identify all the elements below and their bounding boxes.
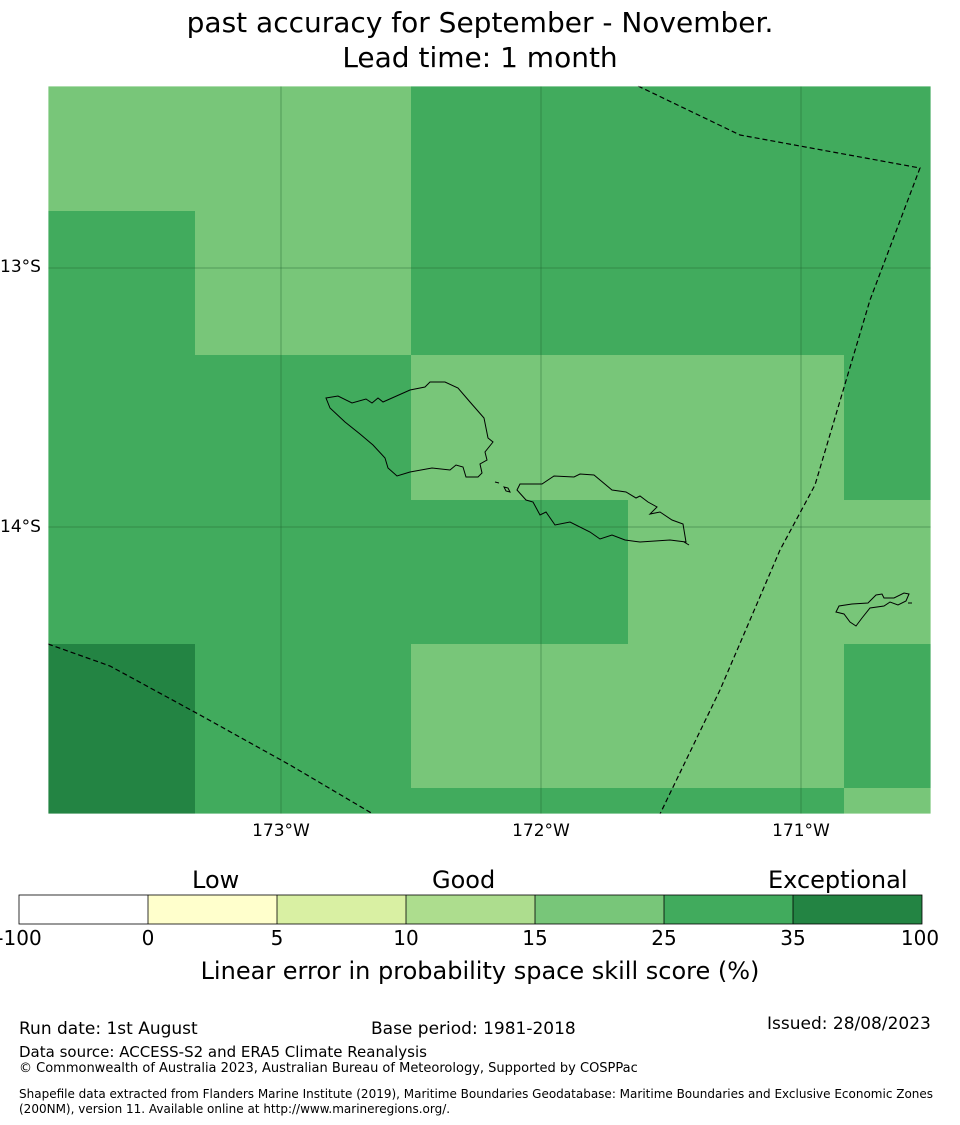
map-cell [48,644,195,814]
map-cell [844,788,931,814]
map-cell [411,355,844,500]
colorbar-segment [793,895,922,924]
map-cell [844,355,931,500]
issued-date: Issued: 28/08/2023 [767,1014,931,1034]
colorbar-segment [277,895,406,924]
run-date: Run date: 1st August [19,1019,198,1039]
upolu-island [516,473,687,543]
manono-island [503,486,511,493]
colorbar-tick: 100 [900,926,940,950]
base-period: Base period: 1981-2018 [371,1019,576,1039]
shapefile-credit-line2: (200NM), version 11. Available online at… [19,1102,451,1116]
map-title: past accuracy for September - November. [186,6,774,39]
map-cell [195,355,411,644]
colorbar-segment [19,895,148,924]
map-cell [628,500,931,644]
tutuila-island [835,592,910,627]
shapefile-credit-line1: Shapefile data extracted from Flanders M… [19,1087,934,1101]
data-source: Data source: ACCESS-S2 and ERA5 Climate … [19,1043,427,1061]
savaii-island [325,381,494,478]
map-cell [195,211,411,355]
map-cell [48,86,411,211]
apolima-island [494,481,500,484]
colorbar-category-low: Low [192,866,240,894]
lon-label: 171°W [772,821,830,841]
colorbar-tick: 10 [393,926,419,950]
copyright: © Commonwealth of Australia 2023, Austra… [19,1061,638,1076]
map-cell [844,644,931,788]
map-cell [411,644,844,788]
map-frame [47,85,932,815]
eez-boundary [47,85,921,815]
lat-label: 13°S [0,257,41,277]
colorbar-tick: 25 [651,926,677,950]
lat-label: 14°S [0,517,41,537]
map-cell [411,788,844,814]
colorbar-segment [535,895,664,924]
colorbar-tick: 0 [141,926,155,950]
map-cell [411,86,931,355]
colorbar-label: Linear error in probability space skill … [200,957,760,985]
colorbar-segment [664,895,793,924]
colorbar-segment [148,895,277,924]
colorbar-tick: 15 [522,926,548,950]
colorbar-segment [406,895,535,924]
upolu-east-islet [683,541,690,546]
colorbar-tick: 35 [780,926,806,950]
colorbar [18,894,923,925]
coastline [325,381,912,627]
colorbar-category-good: Good [432,866,496,894]
lon-label: 173°W [252,821,310,841]
lon-label: 172°W [512,821,570,841]
map-subtitle: Lead time: 1 month [342,41,618,74]
colorbar-category-exceptional: Exceptional [768,866,908,894]
map-cell [411,500,628,644]
map-cell [48,211,195,644]
colorbar-tick: -100 [0,926,42,950]
map-cell [195,644,411,814]
colorbar-tick: 5 [270,926,284,950]
graticule [48,86,931,814]
